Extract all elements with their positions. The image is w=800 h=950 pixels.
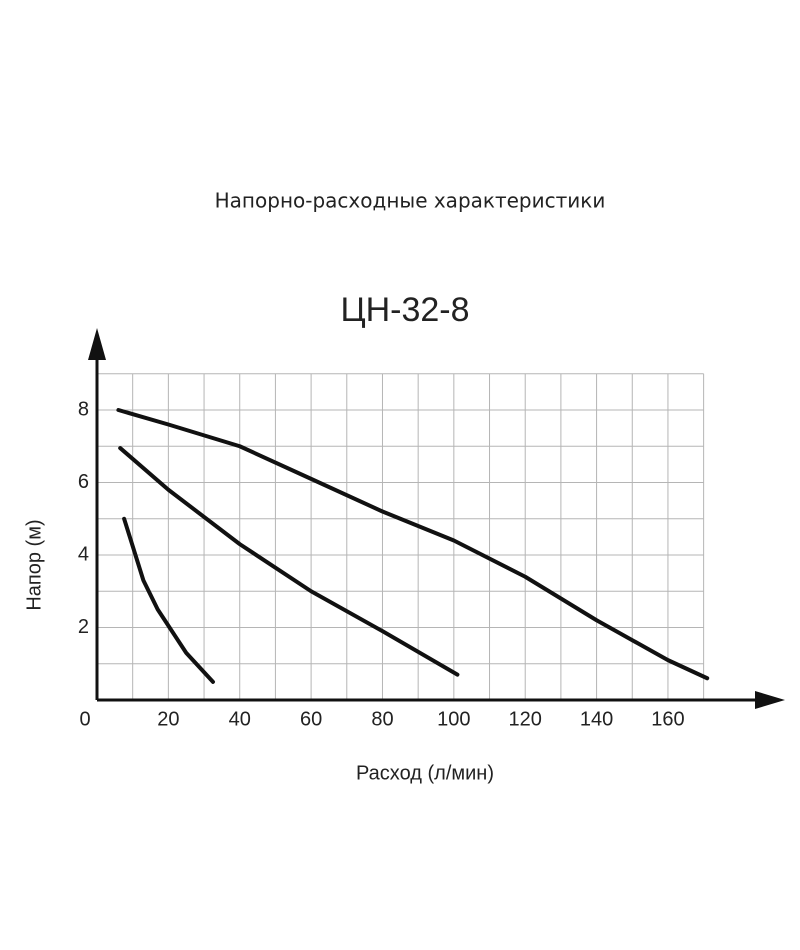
- grid: [97, 373, 705, 700]
- y-tick-label: 4: [78, 543, 89, 565]
- x-tick-label: 0: [79, 708, 90, 730]
- curve: [122, 516, 215, 684]
- x-tick-label: 120: [509, 708, 542, 730]
- y-tick-label: 8: [78, 398, 89, 420]
- x-tick-label: 140: [580, 708, 613, 730]
- chart-subtitle: Напорно-расходные характеристики: [215, 189, 606, 213]
- x-tick-label: 100: [437, 708, 470, 730]
- x-axis-arrow: [755, 691, 785, 709]
- y-tick-label: 6: [78, 471, 89, 493]
- x-tick-label: 40: [229, 708, 251, 730]
- x-axis-label: Расход (л/мин): [356, 762, 494, 784]
- curve: [118, 446, 460, 677]
- chart-title: ЦН-32-8: [340, 291, 469, 329]
- x-tick-label: 160: [651, 708, 684, 730]
- x-tick-label: 80: [371, 708, 393, 730]
- x-tick-label: 60: [300, 708, 322, 730]
- y-axis-label: Напор (м): [23, 519, 45, 610]
- x-tick-label: 20: [157, 708, 179, 730]
- plot: [116, 408, 710, 684]
- y-tick-label: 2: [78, 616, 89, 638]
- y-axis-arrow: [88, 328, 106, 360]
- curve: [116, 408, 710, 681]
